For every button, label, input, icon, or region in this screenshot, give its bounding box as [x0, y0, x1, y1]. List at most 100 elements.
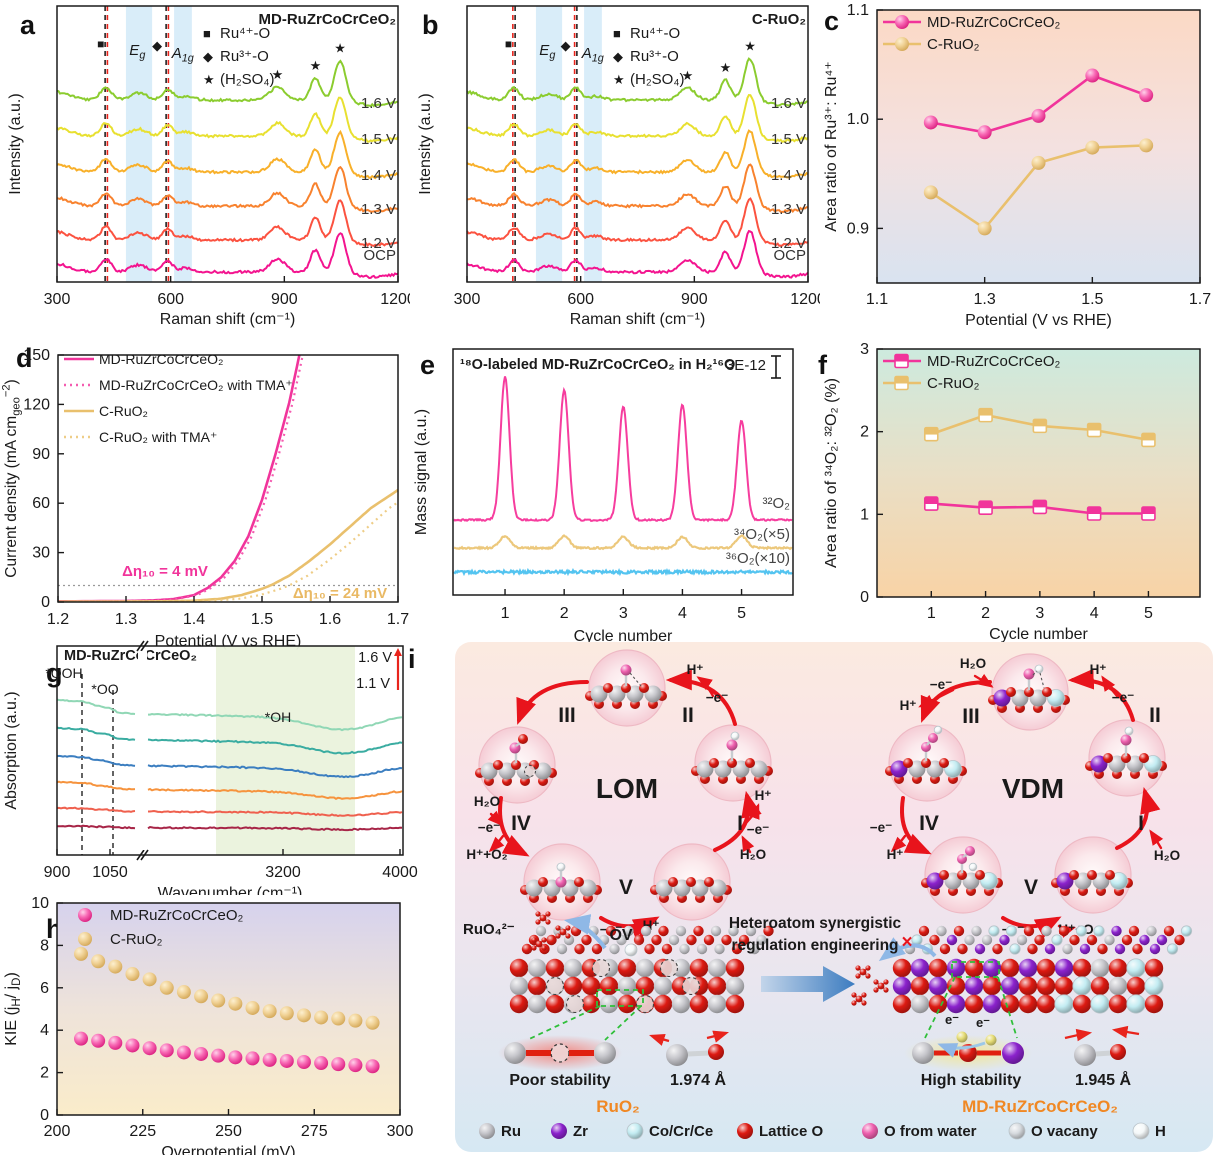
- svg-text:Δη₁₀ = 4 mV: Δη₁₀ = 4 mV: [122, 563, 208, 580]
- svg-text:H⁺: H⁺: [887, 847, 904, 862]
- svg-text:1.4 V: 1.4 V: [361, 167, 396, 184]
- svg-text:*OO: *OO: [91, 681, 118, 697]
- panel-c-area-ratio-chart: MD-RuZrCoCrCeO₂ C-RuO₂ 1.1 1.3 1.5 1.7 0.9 1.0 1…: [820, 0, 1213, 330]
- svg-text:1050: 1050: [92, 864, 128, 881]
- svg-text:II: II: [682, 704, 694, 727]
- svg-text:−e⁻: −e⁻: [1112, 690, 1135, 705]
- svg-text:4: 4: [1090, 605, 1099, 622]
- svg-text:1.3: 1.3: [115, 611, 137, 628]
- svg-text:Eg: Eg: [129, 42, 145, 62]
- svg-text:−e⁻: −e⁻: [706, 690, 729, 705]
- svg-text:4: 4: [40, 1022, 49, 1039]
- svg-text:e⁻: e⁻: [945, 1012, 959, 1027]
- svg-text:Raman shift (cm⁻¹): Raman shift (cm⁻¹): [570, 311, 706, 328]
- svg-text:Ru: Ru: [501, 1123, 521, 1140]
- svg-text:III: III: [558, 704, 576, 727]
- svg-text:1: 1: [860, 506, 869, 523]
- svg-text:★: ★: [203, 72, 215, 87]
- svg-text:300: 300: [44, 291, 71, 308]
- svg-text:³⁶O₂(×10): ³⁶O₂(×10): [726, 550, 790, 567]
- svg-text:RuO₂: RuO₂: [596, 1097, 639, 1116]
- svg-text:★: ★: [310, 58, 322, 73]
- svg-text:OCP: OCP: [773, 247, 806, 264]
- svg-text:Eg: Eg: [539, 42, 555, 62]
- svg-text:Ru⁴⁺-O: Ru⁴⁺-O: [630, 25, 680, 42]
- svg-text:MD-RuZrCoCrCeO₂: MD-RuZrCoCrCeO₂: [927, 14, 1061, 31]
- svg-text:★: ★: [720, 60, 732, 75]
- svg-text:5: 5: [737, 605, 746, 622]
- svg-text:*OOH: *OOH: [45, 665, 82, 681]
- svg-text:60: 60: [32, 495, 50, 512]
- svg-text:■: ■: [203, 26, 211, 41]
- svg-text:Ru³⁺-O: Ru³⁺-O: [220, 48, 269, 65]
- svg-text:IV: IV: [919, 812, 939, 835]
- svg-text:1.6 V: 1.6 V: [358, 650, 392, 666]
- svg-text:H₂O: H₂O: [1154, 848, 1180, 863]
- panel-e-dems-chart: ³²O₂ ³⁴O₂(×5) ³⁶O₂(×10) ¹⁸O-labeled MD-RuZr…: [410, 320, 820, 650]
- svg-text:Zr: Zr: [573, 1123, 588, 1140]
- svg-text:Area ratio of ³⁴O₂: ³²O₂ (%): Area ratio of ³⁴O₂: ³²O₂ (%): [823, 378, 840, 568]
- svg-text:C-RuO₂: C-RuO₂: [927, 36, 980, 53]
- svg-text:I: I: [1138, 812, 1144, 835]
- svg-text:−e⁻: −e⁻: [870, 820, 893, 835]
- svg-text:1.1 V: 1.1 V: [356, 676, 390, 692]
- svg-text:1.7: 1.7: [1189, 291, 1211, 308]
- svg-text:◆: ◆: [203, 49, 213, 64]
- svg-text:1.6: 1.6: [319, 611, 341, 628]
- svg-text:Potential (V vs RHE): Potential (V vs RHE): [965, 312, 1112, 329]
- svg-text:C-RuO₂ with TMA⁺: C-RuO₂ with TMA⁺: [99, 429, 217, 445]
- panel-label-i: i: [408, 644, 416, 674]
- svg-text:III: III: [962, 705, 980, 728]
- svg-text:0: 0: [40, 1107, 49, 1124]
- svg-text:2: 2: [560, 605, 569, 622]
- svg-text:VDM: VDM: [1002, 773, 1064, 804]
- svg-text:◆: ◆: [613, 49, 623, 64]
- chart-g: MD-RuZrCoCrCeO₂*OOH *OO *OH 1.6 V 1.1 V 900 10…: [3, 640, 418, 902]
- svg-text:V: V: [1024, 876, 1038, 899]
- svg-text:300: 300: [454, 291, 481, 308]
- svg-text:3200: 3200: [265, 864, 301, 881]
- svg-text:2: 2: [40, 1065, 49, 1082]
- panel-h-kie-chart: MD-RuZrCoCrCeO₂ C-RuO₂ 200 225 250 275 300 0 2 4 6…: [0, 890, 455, 1155]
- svg-text:−e⁻: −e⁻: [478, 820, 501, 835]
- svg-text:3: 3: [860, 341, 869, 358]
- svg-text:Area ratio of Ru³⁺: Ru⁴⁺: Area ratio of Ru³⁺: Ru⁴⁺: [823, 61, 840, 232]
- svg-text:Cycle number: Cycle number: [574, 628, 673, 645]
- svg-text:250: 250: [215, 1123, 242, 1140]
- svg-text:★: ★: [744, 39, 756, 54]
- panel-i-mechanism-diagram: LOM VDM I II III IV V I II III IV V H⁺ −e⁻ H⁺ −e⁻ H₂O H₂O…: [455, 642, 1213, 1152]
- svg-text:−e⁻: −e⁻: [747, 822, 770, 837]
- svg-text:0: 0: [860, 589, 869, 606]
- svg-text:1.1: 1.1: [847, 2, 869, 19]
- svg-text:H⁺+O₂: H⁺+O₂: [466, 847, 507, 862]
- svg-text:H⁺: H⁺: [1090, 662, 1107, 677]
- svg-text:600: 600: [567, 291, 594, 308]
- svg-text:1200: 1200: [790, 291, 820, 308]
- panel-label-g: g: [46, 658, 63, 688]
- panel-a-raman-chart: 1.6 V 1.5 V 1.4 V 1.3 V 1.2 V OCP ★ ★ ★ ■ ◆ Eg A1g ■ R…: [0, 0, 416, 330]
- svg-text:C-RuO₂: C-RuO₂: [110, 931, 163, 948]
- svg-text:MD-RuZrCoCrCeO₂: MD-RuZrCoCrCeO₂: [110, 907, 244, 924]
- svg-text:*OH: *OH: [265, 709, 291, 725]
- svg-text:1.1: 1.1: [866, 291, 888, 308]
- svg-text:10: 10: [31, 895, 49, 912]
- panel-label-f: f: [818, 350, 827, 380]
- svg-text:¹⁸O-labeled MD-RuZrCoCrCeO₂ in: ¹⁸O-labeled MD-RuZrCoCrCeO₂ in H₂¹⁶O: [460, 357, 735, 373]
- svg-text:Raman shift (cm⁻¹): Raman shift (cm⁻¹): [160, 311, 296, 328]
- svg-text:1.945 Å: 1.945 Å: [1075, 1070, 1131, 1089]
- svg-text:MD-RuZrCoCrCeO₂: MD-RuZrCoCrCeO₂: [99, 351, 223, 367]
- chart-f: MD-RuZrCoCrCeO₂ C-RuO₂ 1 2 3 4 5 0 1 2 3 Cycle numb…: [823, 341, 1201, 643]
- svg-text:2: 2: [981, 605, 990, 622]
- svg-text:1: 1: [501, 605, 510, 622]
- svg-text:O vacany: O vacany: [1031, 1123, 1098, 1140]
- svg-text:1200: 1200: [380, 291, 410, 308]
- svg-text:225: 225: [129, 1123, 156, 1140]
- svg-text:Poor stability: Poor stability: [509, 1072, 610, 1089]
- svg-text:1.0: 1.0: [847, 111, 869, 128]
- svg-text:2: 2: [860, 424, 869, 441]
- svg-text:3E-12: 3E-12: [726, 357, 766, 374]
- svg-text:OV: OV: [609, 927, 632, 944]
- svg-text:6: 6: [40, 980, 49, 997]
